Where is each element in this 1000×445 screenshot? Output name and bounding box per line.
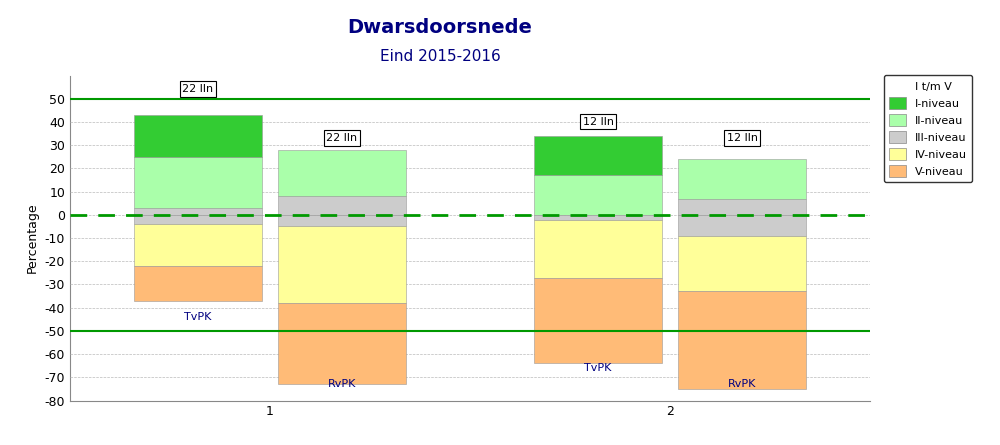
Bar (134, 157, 262, 208)
Text: RvPK: RvPK (328, 379, 356, 389)
Bar (678, 159, 806, 198)
Bar (534, 278, 662, 364)
Text: RvPK: RvPK (728, 379, 756, 389)
Bar (134, 266, 262, 301)
Text: 22 lln: 22 lln (326, 133, 358, 143)
Text: TvPK: TvPK (584, 363, 612, 372)
Text: 12 lln: 12 lln (727, 133, 758, 143)
Y-axis label: Percentage: Percentage (26, 203, 39, 273)
Text: TvPK: TvPK (184, 312, 212, 322)
Bar (678, 236, 806, 291)
Text: Eind 2015-2016: Eind 2015-2016 (380, 49, 500, 64)
Bar (678, 215, 806, 236)
Bar (134, 215, 262, 224)
Bar (534, 215, 662, 219)
Bar (278, 150, 406, 196)
Bar (678, 198, 806, 215)
Bar (278, 196, 406, 215)
Bar (134, 115, 262, 157)
Bar (278, 303, 406, 384)
Bar (278, 215, 406, 227)
Text: 12 lln: 12 lln (583, 117, 614, 127)
Text: Dwarsdoorsnede: Dwarsdoorsnede (348, 18, 532, 37)
Bar (534, 219, 662, 278)
Bar (134, 208, 262, 215)
Bar (534, 136, 662, 175)
Text: 22 lln: 22 lln (182, 84, 214, 94)
Bar (134, 224, 262, 266)
Bar (678, 291, 806, 389)
Legend: I t/m V, I-niveau, II-niveau, III-niveau, IV-niveau, V-niveau: I t/m V, I-niveau, II-niveau, III-niveau… (884, 75, 972, 182)
Bar (534, 175, 662, 215)
Bar (278, 227, 406, 303)
